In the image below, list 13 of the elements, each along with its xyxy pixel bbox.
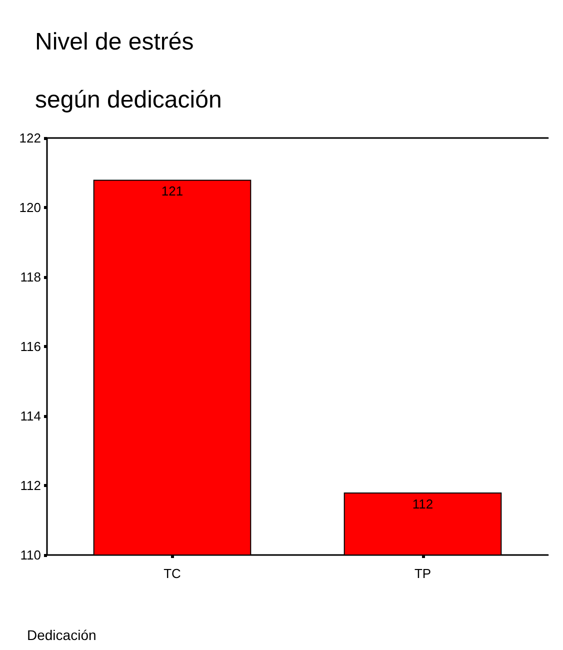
x-tick-label: TC [164, 566, 181, 581]
data-label: 121 [161, 184, 184, 199]
y-tick-label: 110 [20, 548, 41, 562]
y-tick-label: 118 [20, 270, 41, 284]
data-label: 112 [412, 496, 434, 512]
y-tick-label: 112 [20, 478, 41, 493]
y-tick-label: 116 [20, 339, 41, 354]
y-tick-label: 120 [19, 200, 41, 215]
chart-title: Nivel de estrés según dedicación [35, 28, 222, 114]
x-tick-label: TP [414, 566, 432, 581]
x-axis-title: Dedicación [27, 627, 96, 643]
y-tick-label: 114 [20, 408, 41, 424]
y-tick-label: 122 [19, 130, 41, 146]
